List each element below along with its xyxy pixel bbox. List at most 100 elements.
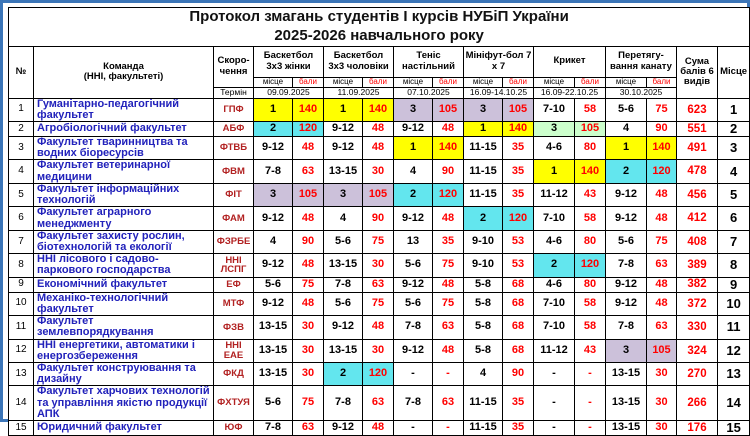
team-abbr: ФВМ [213,159,254,184]
points-cell: 48 [432,338,464,363]
points-cell: - [432,420,464,436]
points-cell: 30 [292,315,324,340]
column-header-tug-of-war: Перетягу-вання канату [605,45,677,78]
team-abbr: ФАМ [213,206,254,231]
subheader-points: бали [574,76,606,88]
place-cell: 2 [323,361,363,387]
column-header-basketball-men: Баскетбол 3х3 чоловіки [323,45,394,78]
points-cell: 105 [362,182,394,208]
points-cell: 48 [432,206,464,231]
place-cell: 13-15 [605,385,647,422]
team-abbr: ННІ ЕАЕ [213,338,254,363]
sum-cell: 389 [676,253,718,278]
points-cell: 120 [574,253,606,278]
protocol-table: Протокол змагань студентів І курсів НУБі… [7,7,750,436]
place-cell: 11-15 [463,182,503,208]
points-cell: 48 [362,315,394,340]
points-cell: 120 [362,361,394,387]
points-cell: 63 [292,159,324,184]
points-cell: 68 [502,276,534,293]
points-cell: 63 [432,385,464,422]
points-cell: 58 [574,315,606,340]
team-header-line2: (ННІ, факультеті) [83,71,164,82]
points-cell: 30 [292,338,324,363]
points-cell: - [574,361,606,387]
team-name: ННІ енергетики, автоматики і енергозбере… [33,338,214,363]
subheader-place: місце [463,76,503,88]
points-cell: 63 [362,276,394,293]
row-number: 15 [8,420,34,436]
points-cell: 75 [362,291,394,317]
place-cell: 11-15 [463,135,503,161]
points-cell: 48 [292,206,324,231]
points-cell: 105 [502,97,534,122]
final-place-cell: 10 [716,291,750,317]
points-cell: 35 [502,385,534,422]
place-cell: 3 [323,182,363,208]
row-number: 2 [8,120,34,137]
table-row: 14 Факультет харчових технологій та управ… [8,385,750,422]
column-header-table-tennis: Теніс настільний [393,45,464,78]
points-cell: 90 [292,229,324,255]
place-cell: 7-8 [253,159,293,184]
place-cell: 1 [393,135,433,161]
points-cell: 30 [292,361,324,387]
team-abbr: ФТВБ [213,135,254,161]
points-cell: 43 [574,338,606,363]
points-cell: 68 [502,315,534,340]
place-cell: 7-10 [533,97,575,122]
place-cell: 7-8 [323,276,363,293]
dates-row: Термін 09.09.2025 11.09.2025 07.10.2025 … [9,86,750,99]
points-cell: 63 [362,385,394,422]
place-cell: - [393,420,433,436]
points-cell: 30 [646,361,677,387]
place-cell: 9-12 [393,276,433,293]
place-cell: - [533,420,575,436]
date-basketball-men: 11.09.2025 [323,86,394,99]
points-cell: 90 [502,361,534,387]
place-cell: 9-12 [323,120,363,137]
final-place-cell: 7 [716,229,750,255]
table-row: 7 Факультет захисту рослин, біотехнологій… [8,229,750,255]
place-cell: 11-12 [533,182,575,208]
points-cell: 90 [646,120,677,137]
points-cell: 30 [362,338,394,363]
place-cell: 7-10 [533,315,575,340]
points-cell: 140 [362,97,394,122]
points-cell: 75 [432,291,464,317]
place-cell: 5-6 [605,229,647,255]
place-cell: 2 [253,120,293,137]
final-place-cell: 2 [716,120,750,137]
team-abbr: АБФ [213,120,254,137]
points-cell: - [574,385,606,422]
points-cell: 140 [432,135,464,161]
team-name: Юридичний факультет [33,420,214,436]
points-cell: 80 [574,229,606,255]
place-cell: 4-6 [533,229,575,255]
table-row: 12 ННІ енергетики, автоматики і енергозбе… [8,338,750,363]
place-cell: - [533,361,575,387]
final-place-cell: 11 [716,315,750,340]
place-cell: 13-15 [605,420,647,436]
points-cell: 140 [292,97,324,122]
place-cell: 1 [253,97,293,122]
place-cell: 5-6 [323,229,363,255]
points-cell: 140 [646,135,677,161]
points-cell: 48 [362,120,394,137]
column-header-num: № [8,45,34,99]
place-cell: 3 [605,338,647,363]
sum-cell: 266 [676,385,718,422]
place-cell: 5-6 [605,97,647,122]
team-name: Факультет інформаційних технологій [33,182,214,208]
team-abbr: ННІ ЛСПГ [213,253,254,278]
place-cell: 5-6 [393,253,433,278]
points-cell: 63 [646,315,677,340]
points-cell: 30 [362,159,394,184]
place-cell: 3 [393,97,433,122]
termin-label: Термін [213,86,254,99]
place-cell: 2 [533,253,575,278]
points-cell: 140 [502,120,534,137]
points-cell: 35 [502,182,534,208]
place-cell: 9-12 [323,135,363,161]
